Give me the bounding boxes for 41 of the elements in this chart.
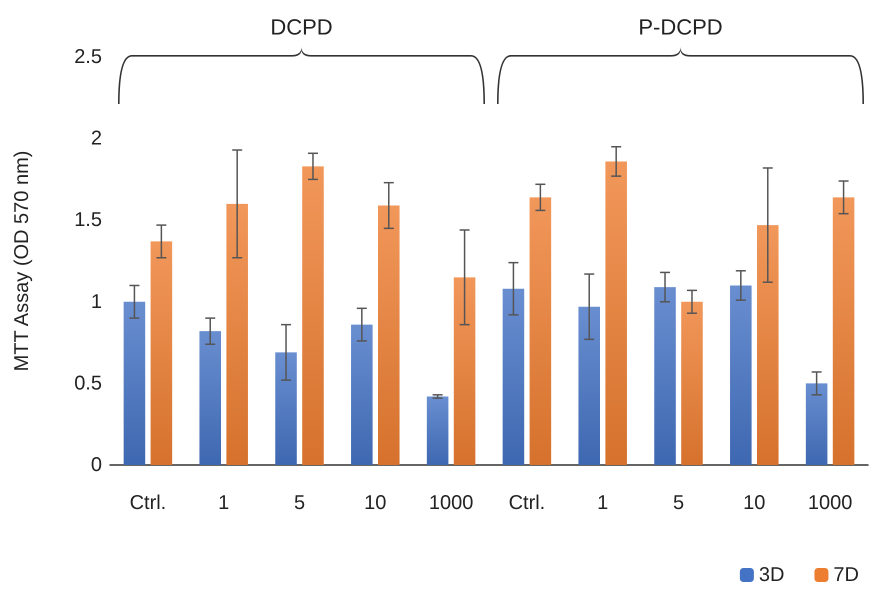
bar — [530, 197, 552, 465]
x-tick-label: Ctrl. — [130, 492, 166, 514]
x-tick-label: 1000 — [428, 492, 474, 514]
bar — [454, 277, 476, 465]
bar — [150, 241, 172, 465]
bar — [226, 204, 248, 465]
bar — [502, 288, 524, 465]
bar — [578, 306, 600, 465]
bar — [832, 197, 854, 465]
bar — [605, 161, 627, 465]
text: DCPD — [270, 14, 333, 40]
x-tick-label: 10 — [743, 492, 766, 514]
x-tick-label: 5 — [294, 492, 306, 514]
y-tick-label: 1 — [90, 290, 102, 313]
x-tick-label: 1000 — [808, 492, 852, 514]
x-tick-label: 1 — [218, 492, 230, 514]
bar — [275, 352, 297, 465]
x-tick-label: Ctrl. — [508, 492, 546, 514]
x-tick-label: 10 — [364, 492, 386, 514]
bar — [199, 331, 222, 465]
bar — [426, 396, 448, 465]
y-tick-label: 2 — [90, 128, 102, 150]
text: P-DCPD — [638, 14, 723, 40]
bar — [756, 225, 779, 465]
bar — [681, 302, 703, 465]
x-tick-label: 1 — [597, 492, 608, 514]
bar — [730, 285, 752, 465]
x-tick-label: 5 — [672, 492, 684, 514]
bar — [378, 206, 400, 465]
bar — [302, 166, 324, 465]
y-tick-label: 0.5 — [74, 372, 102, 394]
legend-label: 3D — [758, 564, 784, 586]
y-axis-title: MTT Assay (OD 570 nm) — [11, 150, 33, 372]
y-tick-label: 0 — [90, 454, 102, 476]
legend-label: 7D — [833, 564, 860, 586]
bar — [351, 324, 373, 465]
bar — [654, 287, 676, 465]
y-tick-label: 1.5 — [74, 209, 102, 232]
y-tick-label: 2.5 — [74, 46, 102, 68]
bar — [124, 302, 146, 465]
bar — [806, 383, 828, 465]
